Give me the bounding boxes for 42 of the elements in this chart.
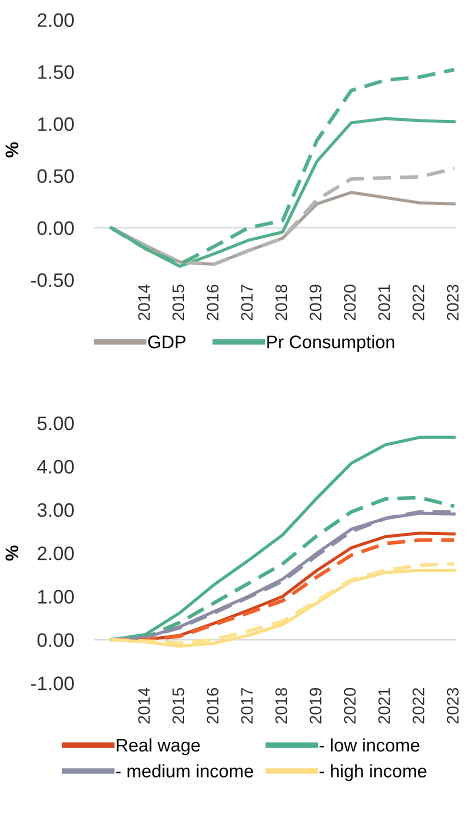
x-tick-label: 2015 [172,284,184,320]
y-tick-label: 1.00 [38,590,74,604]
y-tick-label: 3.00 [37,503,74,517]
legend-label: Pr Consumption [267,335,394,352]
legend-label: GDP [148,336,186,348]
x-tick-label: 2017 [241,284,253,320]
legend-label: - low income [320,738,420,752]
x-tick-label: 2019 [310,688,322,724]
y-tick-label: 1.50 [38,65,74,80]
y-tick-label: 0.00 [37,221,74,236]
y-tick-label: 2.00 [38,546,74,560]
x-tick-label: 2023 [446,284,459,320]
y-tick-label: 1.00 [38,117,74,132]
x-tick-label: 2020 [344,284,356,320]
y-axis-title: % [6,546,18,561]
x-tick-label: 2022 [412,284,424,320]
y-tick-label: 0.00 [37,633,74,647]
legend-label: - medium income [116,764,254,778]
y-tick-label: 2.00 [38,13,74,27]
y-tick-label: -1.00 [31,676,74,690]
x-tick-label: 2015 [172,688,184,724]
x-tick-label: 2020 [344,688,356,724]
x-tick-label: 2014 [138,688,150,724]
x-tick-label: 2016 [206,688,219,724]
legend-label: Real wage [116,738,200,756]
x-tick-label: 2014 [138,284,150,320]
x-tick-label: 2021 [378,284,390,320]
y-tick-label: 0.50 [37,169,74,184]
legend-label: - high income [320,764,426,782]
x-tick-label: 2018 [275,688,288,724]
x-tick-label: 2022 [412,688,424,724]
line-series [109,166,456,266]
y-tick-label: 4.00 [37,460,74,474]
x-tick-label: 2021 [378,688,390,724]
y-tick-label: -0.50 [31,273,74,288]
y-tick-label: 5.00 [37,416,74,430]
y-axis-title: % [6,142,18,158]
x-tick-label: 2019 [310,284,322,320]
x-tick-label: 2018 [275,284,288,320]
x-tick-label: 2016 [206,284,219,320]
x-tick-label: 2023 [446,688,459,724]
x-tick-label: 2017 [241,688,253,724]
